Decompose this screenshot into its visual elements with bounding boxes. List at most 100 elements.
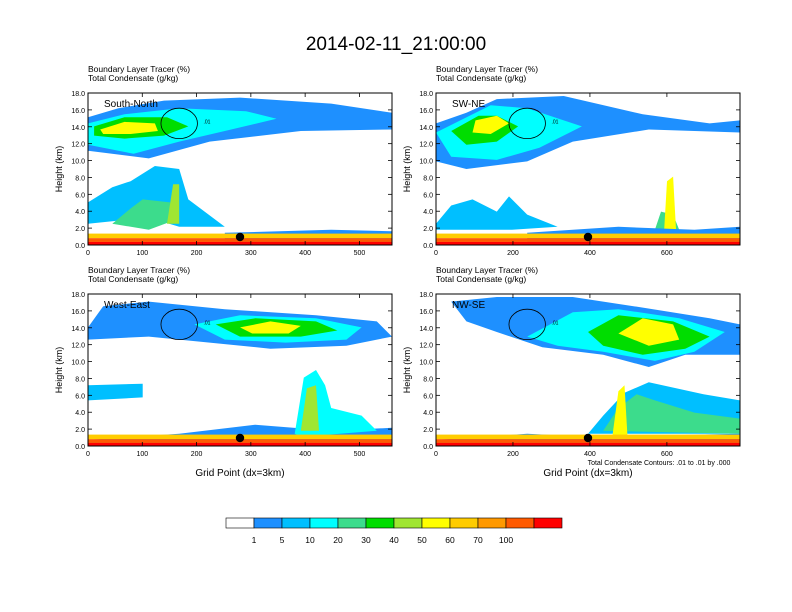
y-tick-label: 2.0 [75,226,85,233]
y-tick-label: 8.0 [75,175,85,182]
y-tick-label: 2.0 [423,226,433,233]
y-tick-label: 4.0 [75,209,85,216]
panel-title: SW-NE [452,99,485,110]
surface-band [436,442,740,446]
tracer-region [112,199,174,230]
colorbar-label: 30 [361,535,371,545]
colorbar-label: 50 [417,535,427,545]
tracer-region [88,383,143,401]
y-tick-label: 12.0 [419,142,433,149]
tracer-region [472,115,509,134]
y-axis-label: Height (km) [54,146,64,193]
colorbar-swatch [365,517,395,529]
x-tick-label: 200 [191,451,203,458]
y-tick-label: 18.0 [71,292,85,299]
panel-title: West-East [104,300,150,311]
station-marker [235,232,245,242]
y-tick-label: 4.0 [423,209,433,216]
panel-subtitle-tracer: Boundary Layer Tracer (%) [436,265,538,275]
contour-label: .01 [204,119,211,125]
x-axis-label: Grid Point (dx=3km) [195,468,284,479]
y-tick-label: 10.0 [71,360,85,367]
x-tick-label: 600 [661,250,673,257]
tracer-region [618,318,680,346]
y-tick-label: 8.0 [423,175,433,182]
x-tick-label: 0 [86,250,90,257]
y-tick-label: 6.0 [423,192,433,199]
panel-subtitle-tracer: Boundary Layer Tracer (%) [88,265,190,275]
colorbar-label: 20 [333,535,343,545]
x-tick-label: 400 [584,250,596,257]
colorbar: 1 5 10 20 30 40 50 60 70 100 [225,517,563,545]
y-tick-label: 6.0 [423,393,433,400]
colorbar-swatch [393,517,423,529]
x-tick-label: 200 [507,451,519,458]
y-tick-label: 16.0 [71,108,85,115]
colorbar-swatch [421,517,451,529]
x-tick-label: 200 [507,250,519,257]
x-axis-label: Grid Point (dx=3km) [543,468,632,479]
x-tick-label: 500 [354,451,366,458]
x-tick-label: 500 [354,250,366,257]
colorbar-swatch [309,517,339,529]
y-axis-label: Height (km) [402,347,412,394]
y-tick-label: 0.0 [75,444,85,451]
panel-title: NW-SE [452,300,485,311]
y-tick-label: 14.0 [71,326,85,333]
colorbar-swatch [533,517,563,529]
panels: Boundary Layer Tracer (%)Total Condensat… [54,64,741,479]
condensate-contour [160,308,198,340]
tracer-region [300,385,319,431]
station-marker [583,433,593,443]
figure-title: 2014-02-11_21:00:00 [306,34,486,55]
y-tick-label: 12.0 [71,142,85,149]
y-tick-label: 12.0 [71,343,85,350]
y-tick-label: 0.0 [423,243,433,250]
x-tick-label: 400 [299,451,311,458]
x-tick-label: 0 [434,451,438,458]
y-tick-label: 0.0 [423,444,433,451]
colorbar-label: 70 [473,535,483,545]
panel-title: South-North [104,99,158,110]
y-tick-label: 18.0 [71,91,85,98]
panel-south-north: Boundary Layer Tracer (%)Total Condensat… [54,64,393,257]
contour-label: .01 [204,320,211,326]
tracer-field: .01 [88,97,392,245]
y-tick-label: 14.0 [419,326,433,333]
tracer-region [100,121,158,134]
plot-frame [435,92,741,246]
tracer-region [603,394,740,434]
y-tick-label: 10.0 [419,159,433,166]
x-tick-label: 400 [299,250,311,257]
condensate-contour [508,107,546,140]
x-tick-label: 100 [136,451,148,458]
y-tick-label: 4.0 [75,410,85,417]
y-tick-label: 10.0 [71,159,85,166]
tracer-region [88,166,225,227]
y-tick-label: 16.0 [419,309,433,316]
colorbar-swatch [449,517,479,529]
x-tick-label: 300 [245,451,257,458]
x-tick-label: 400 [584,451,596,458]
colorbar-label: 5 [280,535,285,545]
panel-sw-ne: Boundary Layer Tracer (%)Total Condensat… [402,64,741,257]
y-tick-label: 2.0 [75,427,85,434]
colorbar-label: 100 [499,535,513,545]
condensate-contour [508,308,546,340]
panel-subtitle-tracer: Boundary Layer Tracer (%) [88,64,190,74]
panel-subtitle-condensate: Total Condensate (g/kg) [88,274,178,284]
colorbar-label: 60 [445,535,455,545]
panel-west-east: Boundary Layer Tracer (%)Total Condensat… [54,265,393,479]
y-tick-label: 6.0 [75,192,85,199]
y-tick-label: 16.0 [71,309,85,316]
panel-subtitle-condensate: Total Condensate (g/kg) [436,274,526,284]
colorbar-swatch [253,517,283,529]
station-marker [235,433,245,443]
y-axis-label: Height (km) [402,146,412,193]
y-tick-label: 10.0 [419,360,433,367]
plot-frame [87,293,393,447]
y-tick-label: 14.0 [419,125,433,132]
y-tick-label: 0.0 [75,243,85,250]
y-tick-label: 16.0 [419,108,433,115]
surface-band [88,241,392,245]
